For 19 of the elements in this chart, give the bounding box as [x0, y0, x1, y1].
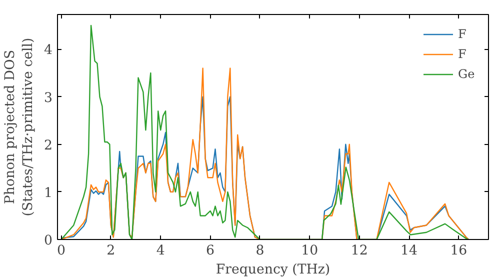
x-tick-label: 14	[400, 244, 418, 258]
y-tick-label: 3	[44, 90, 53, 106]
x-tick-label: 0	[56, 244, 66, 258]
x-tick-label: 10	[301, 244, 318, 258]
y-axis-title: Phonon projected DOS (States/THz·primitive cell)	[3, 38, 36, 216]
x-tick-label: 12	[350, 244, 368, 258]
x-tick-label: 2	[106, 244, 116, 258]
legend-label: F	[458, 27, 468, 41]
x-tick-label: 16	[450, 244, 468, 258]
x-tick-label: 6	[206, 244, 215, 258]
x-tick-label: 4	[156, 244, 165, 258]
y-tick-label: 1	[44, 186, 53, 201]
x-axis-title: Frequency (THz)	[216, 262, 330, 278]
y-tick-label: 0	[44, 234, 53, 248]
legend-label: Ge	[458, 67, 476, 81]
y-tick-label: 4	[44, 43, 53, 58]
legend-label: F	[458, 47, 468, 61]
y-tick-label: 2	[44, 138, 53, 154]
x-tick-label: 8	[256, 244, 264, 258]
